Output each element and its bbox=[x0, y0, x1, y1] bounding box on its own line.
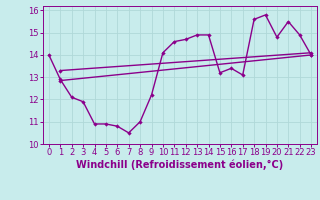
X-axis label: Windchill (Refroidissement éolien,°C): Windchill (Refroidissement éolien,°C) bbox=[76, 160, 284, 170]
